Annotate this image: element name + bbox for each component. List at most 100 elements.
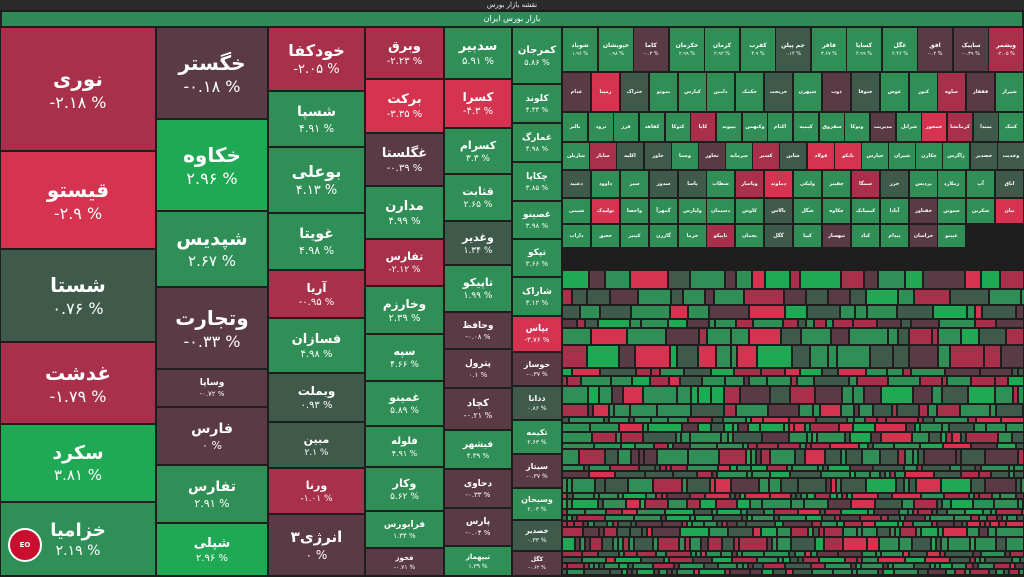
stock-tile-small[interactable] — [562, 569, 567, 575]
stock-tile-small[interactable] — [857, 569, 878, 575]
stock-tile-small[interactable] — [786, 569, 793, 575]
stock-tile-small[interactable] — [567, 376, 581, 386]
stock-tile-small[interactable] — [925, 557, 950, 563]
stock-tile-small[interactable] — [694, 509, 712, 515]
stock-tile-small[interactable] — [562, 551, 582, 557]
stock-tile-small[interactable] — [748, 423, 760, 432]
stock-tile[interactable]: بالاس — [764, 198, 793, 224]
stock-tile-small[interactable] — [662, 521, 682, 527]
stock-tile-small[interactable] — [966, 432, 998, 443]
stock-tile-small[interactable] — [632, 376, 650, 386]
stock-tile-small[interactable] — [599, 493, 618, 499]
stock-tile[interactable]: چکاوه — [822, 198, 851, 224]
stock-tile-small[interactable] — [669, 557, 693, 563]
stock-tile-small[interactable] — [937, 404, 960, 417]
stock-tile-small[interactable] — [600, 368, 636, 376]
stock-tile-small[interactable] — [641, 319, 668, 328]
stock-tile-small[interactable] — [985, 521, 990, 527]
stock-tile-small[interactable] — [1018, 449, 1024, 465]
stock-tile-small[interactable] — [825, 509, 841, 515]
stock-tile[interactable]: فیشهر ۴.۳۹ % — [444, 430, 512, 469]
stock-tile-small[interactable] — [866, 478, 896, 493]
stock-tile-small[interactable] — [723, 417, 746, 423]
stock-tile[interactable]: حکمک — [735, 72, 764, 112]
stock-tile-small[interactable] — [909, 551, 927, 557]
stock-tile-small[interactable] — [890, 471, 895, 478]
stock-tile-small[interactable] — [881, 386, 913, 404]
stock-tile-small[interactable] — [877, 527, 890, 537]
stock-tile-small[interactable] — [985, 449, 1018, 465]
stock-tile-small[interactable] — [1016, 305, 1024, 319]
stock-tile-small[interactable] — [895, 527, 900, 537]
stock-tile-small[interactable] — [691, 386, 698, 404]
stock-tile-small[interactable] — [812, 521, 821, 527]
stock-tile-small[interactable] — [665, 509, 694, 515]
stock-tile-small[interactable] — [900, 527, 916, 537]
stock-tile-small[interactable] — [971, 515, 979, 521]
stock-tile-small[interactable] — [679, 537, 685, 551]
stock-tile-small[interactable] — [736, 404, 768, 417]
stock-tile-small[interactable] — [666, 551, 691, 557]
stock-tile-small[interactable] — [604, 527, 617, 537]
stock-tile-small[interactable] — [641, 557, 664, 563]
stock-tile-small[interactable] — [760, 423, 784, 432]
stock-tile-small[interactable] — [619, 345, 635, 368]
stock-tile-small[interactable] — [664, 557, 669, 563]
stock-tile-small[interactable] — [752, 471, 770, 478]
stock-tile[interactable]: گگل — [764, 224, 793, 248]
stock-tile-small[interactable] — [987, 515, 997, 521]
stock-tile-small[interactable] — [847, 493, 852, 499]
stock-tile-small[interactable] — [909, 345, 938, 368]
stock-tile[interactable]: کسرام ۳.۳ % — [444, 128, 512, 174]
stock-tile-small[interactable] — [873, 443, 894, 449]
stock-tile-small[interactable] — [968, 417, 976, 423]
stock-tile-small[interactable] — [945, 551, 973, 557]
stock-tile-small[interactable] — [628, 478, 653, 493]
stock-tile-small[interactable] — [996, 509, 1022, 515]
stock-tile[interactable]: تکیمه ۲.۶۳ % — [512, 420, 562, 454]
stock-tile-small[interactable] — [838, 368, 866, 376]
stock-tile-small[interactable] — [770, 493, 791, 499]
stock-tile-small[interactable] — [881, 551, 903, 557]
stock-tile-small[interactable] — [981, 270, 1000, 289]
stock-tile-small[interactable] — [840, 515, 860, 521]
stock-tile-small[interactable] — [909, 478, 916, 493]
stock-tile-small[interactable] — [738, 423, 748, 432]
stock-tile-small[interactable] — [721, 551, 732, 557]
stock-tile-small[interactable] — [734, 537, 739, 551]
stock-tile-small[interactable] — [878, 270, 905, 289]
stock-tile-small[interactable] — [986, 423, 1006, 432]
stock-tile-small[interactable] — [587, 289, 610, 305]
stock-tile-small[interactable] — [761, 368, 785, 376]
stock-tile-small[interactable] — [684, 368, 711, 376]
stock-tile[interactable]: کفرب ۳.۹ % — [740, 27, 776, 72]
stock-tile-small[interactable] — [647, 527, 652, 537]
stock-tile-small[interactable] — [940, 563, 952, 569]
stock-tile-small[interactable] — [877, 319, 901, 328]
stock-tile-small[interactable] — [562, 289, 572, 305]
stock-tile-small[interactable] — [821, 471, 850, 478]
stock-tile-small[interactable] — [683, 289, 705, 305]
stock-tile-small[interactable] — [791, 493, 796, 499]
stock-tile-small[interactable] — [883, 563, 888, 569]
stock-tile-small[interactable] — [772, 537, 777, 551]
stock-tile-small[interactable] — [750, 499, 762, 509]
stock-tile-small[interactable] — [695, 515, 713, 521]
stock-tile-small[interactable] — [761, 449, 770, 465]
stock-tile-small[interactable] — [594, 563, 599, 569]
stock-tile-small[interactable] — [753, 319, 783, 328]
stock-tile-small[interactable] — [709, 527, 728, 537]
stock-tile-small[interactable] — [937, 521, 954, 527]
stock-tile[interactable]: آریا -۰.۹۵ % — [268, 270, 365, 318]
stock-tile-small[interactable] — [937, 499, 942, 509]
stock-tile-small[interactable] — [685, 537, 690, 551]
stock-tile-small[interactable] — [798, 557, 803, 563]
stock-tile-small[interactable] — [654, 569, 659, 575]
stock-tile[interactable]: کپیا — [793, 224, 822, 248]
stock-tile-small[interactable] — [868, 509, 874, 515]
stock-tile-small[interactable] — [737, 551, 742, 557]
stock-tile-small[interactable] — [914, 499, 937, 509]
stock-tile-small[interactable] — [562, 521, 567, 527]
stock-tile-small[interactable] — [594, 521, 607, 527]
stock-tile-small[interactable] — [857, 557, 862, 563]
